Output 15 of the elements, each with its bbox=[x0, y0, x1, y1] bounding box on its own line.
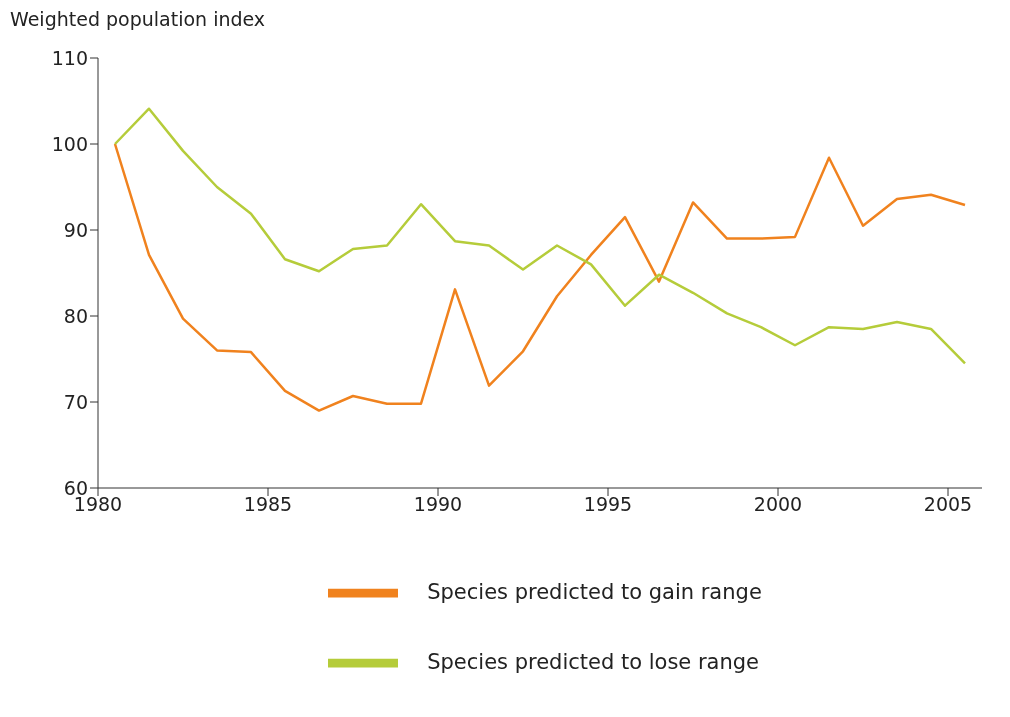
x-tick-label: 1990 bbox=[413, 493, 463, 516]
x-tick-label: 2005 bbox=[923, 493, 973, 516]
x-tick-label: 1995 bbox=[583, 493, 633, 516]
line-series bbox=[113, 142, 967, 412]
line-series bbox=[113, 107, 967, 365]
y-tick-label: 90 bbox=[63, 218, 88, 241]
y-tick-label: 80 bbox=[63, 304, 88, 327]
x-tick-label: 1985 bbox=[243, 493, 293, 516]
y-tick-label: 100 bbox=[51, 132, 88, 155]
y-axis-title: Weighted population index bbox=[10, 8, 267, 32]
legend-label: Species predicted to lose range bbox=[427, 650, 759, 674]
y-tick-label: 70 bbox=[63, 390, 88, 413]
x-tick-label: 2000 bbox=[753, 493, 803, 516]
y-tick-label: 110 bbox=[51, 46, 88, 69]
legend-label: Species predicted to gain range bbox=[427, 580, 762, 604]
